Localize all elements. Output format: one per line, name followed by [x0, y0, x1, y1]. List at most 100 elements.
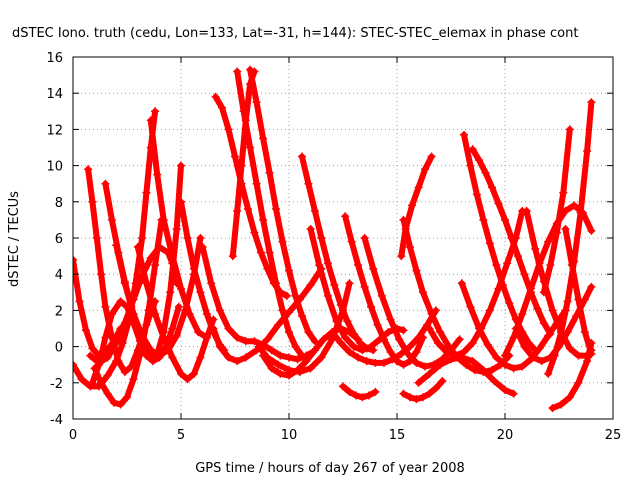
data-point — [384, 328, 393, 337]
data-point — [345, 387, 354, 396]
data-point — [574, 351, 583, 360]
data-point — [533, 304, 542, 313]
series-27 — [397, 152, 436, 261]
series-24 — [341, 212, 427, 369]
data-point — [520, 270, 529, 279]
data-point — [565, 125, 574, 134]
data-point — [116, 400, 125, 409]
data-point — [393, 357, 401, 366]
data-point — [254, 342, 263, 351]
x-tick-label: 20 — [497, 428, 514, 443]
data-point — [94, 360, 103, 369]
data-point — [386, 348, 395, 357]
data-point — [580, 328, 589, 337]
data-point — [101, 333, 110, 342]
data-point — [479, 366, 488, 375]
data-point — [503, 259, 512, 268]
data-point — [535, 344, 544, 353]
chart-title: dSTEC Iono. truth (cedu, Lon=133, Lat=-3… — [12, 26, 578, 41]
data-point — [228, 252, 237, 261]
data-point — [466, 302, 475, 311]
data-point — [492, 261, 501, 270]
data-point — [285, 353, 293, 362]
series-trail — [299, 153, 377, 354]
data-point — [285, 266, 293, 275]
data-point — [246, 65, 255, 74]
data-point — [330, 281, 339, 290]
y-tick-label: -4 — [50, 413, 63, 428]
y-tick-label: 6 — [55, 232, 63, 247]
data-point — [153, 170, 162, 179]
data-point — [356, 338, 365, 347]
data-point — [550, 351, 559, 360]
data-point — [507, 234, 516, 242]
data-point — [412, 266, 421, 275]
data-point — [485, 306, 494, 315]
data-point — [565, 344, 574, 353]
data-point — [364, 391, 373, 400]
data-point — [202, 333, 211, 342]
x-tick-label: 0 — [69, 428, 77, 443]
data-point — [168, 353, 177, 362]
data-point — [166, 288, 175, 297]
data-point — [256, 248, 265, 257]
data-point — [509, 389, 518, 398]
data-point — [129, 375, 138, 384]
data-point — [511, 324, 520, 333]
data-point — [172, 224, 181, 233]
data-point — [323, 291, 332, 300]
data-point — [360, 234, 369, 242]
data-point — [291, 342, 300, 351]
data-point — [274, 320, 283, 329]
data-point — [341, 212, 350, 221]
data-point — [86, 351, 95, 360]
data-point — [224, 353, 233, 362]
data-point — [367, 342, 376, 351]
data-point — [250, 228, 259, 237]
data-point — [405, 342, 414, 351]
series-trail — [361, 235, 463, 370]
data-point — [97, 378, 106, 387]
series-trail — [415, 354, 517, 397]
y-tick-label: 12 — [46, 123, 63, 138]
data-point — [183, 375, 192, 384]
data-point — [358, 393, 367, 402]
data-point — [276, 351, 285, 360]
data-point — [371, 358, 380, 367]
grid-layer — [73, 57, 613, 419]
data-point — [185, 310, 194, 319]
data-point — [310, 337, 319, 346]
data-point — [459, 130, 468, 139]
series-37 — [539, 125, 574, 297]
y-tick-label: 16 — [46, 51, 63, 66]
data-point — [354, 353, 363, 362]
data-point — [349, 329, 358, 338]
data-point — [133, 243, 142, 252]
data-point — [151, 261, 160, 270]
data-point — [587, 98, 596, 107]
data-point — [233, 333, 242, 342]
data-point — [107, 310, 116, 319]
data-point — [414, 183, 423, 192]
series-trail — [178, 198, 228, 354]
data-point — [421, 362, 430, 371]
data-point — [544, 369, 553, 378]
data-point — [233, 67, 242, 76]
data-point — [285, 308, 293, 317]
data-point — [101, 302, 110, 311]
data-point — [466, 161, 475, 170]
data-point — [403, 349, 412, 358]
data-point — [77, 375, 86, 384]
series-39 — [548, 338, 596, 413]
data-point — [306, 224, 315, 233]
data-point — [243, 205, 252, 214]
data-point — [189, 369, 198, 378]
data-point — [399, 389, 408, 398]
data-point — [468, 338, 477, 347]
data-point — [151, 107, 160, 116]
data-point — [159, 215, 168, 224]
data-point — [418, 393, 427, 402]
data-point — [425, 389, 434, 398]
data-point — [436, 360, 445, 369]
data-point — [202, 310, 211, 319]
